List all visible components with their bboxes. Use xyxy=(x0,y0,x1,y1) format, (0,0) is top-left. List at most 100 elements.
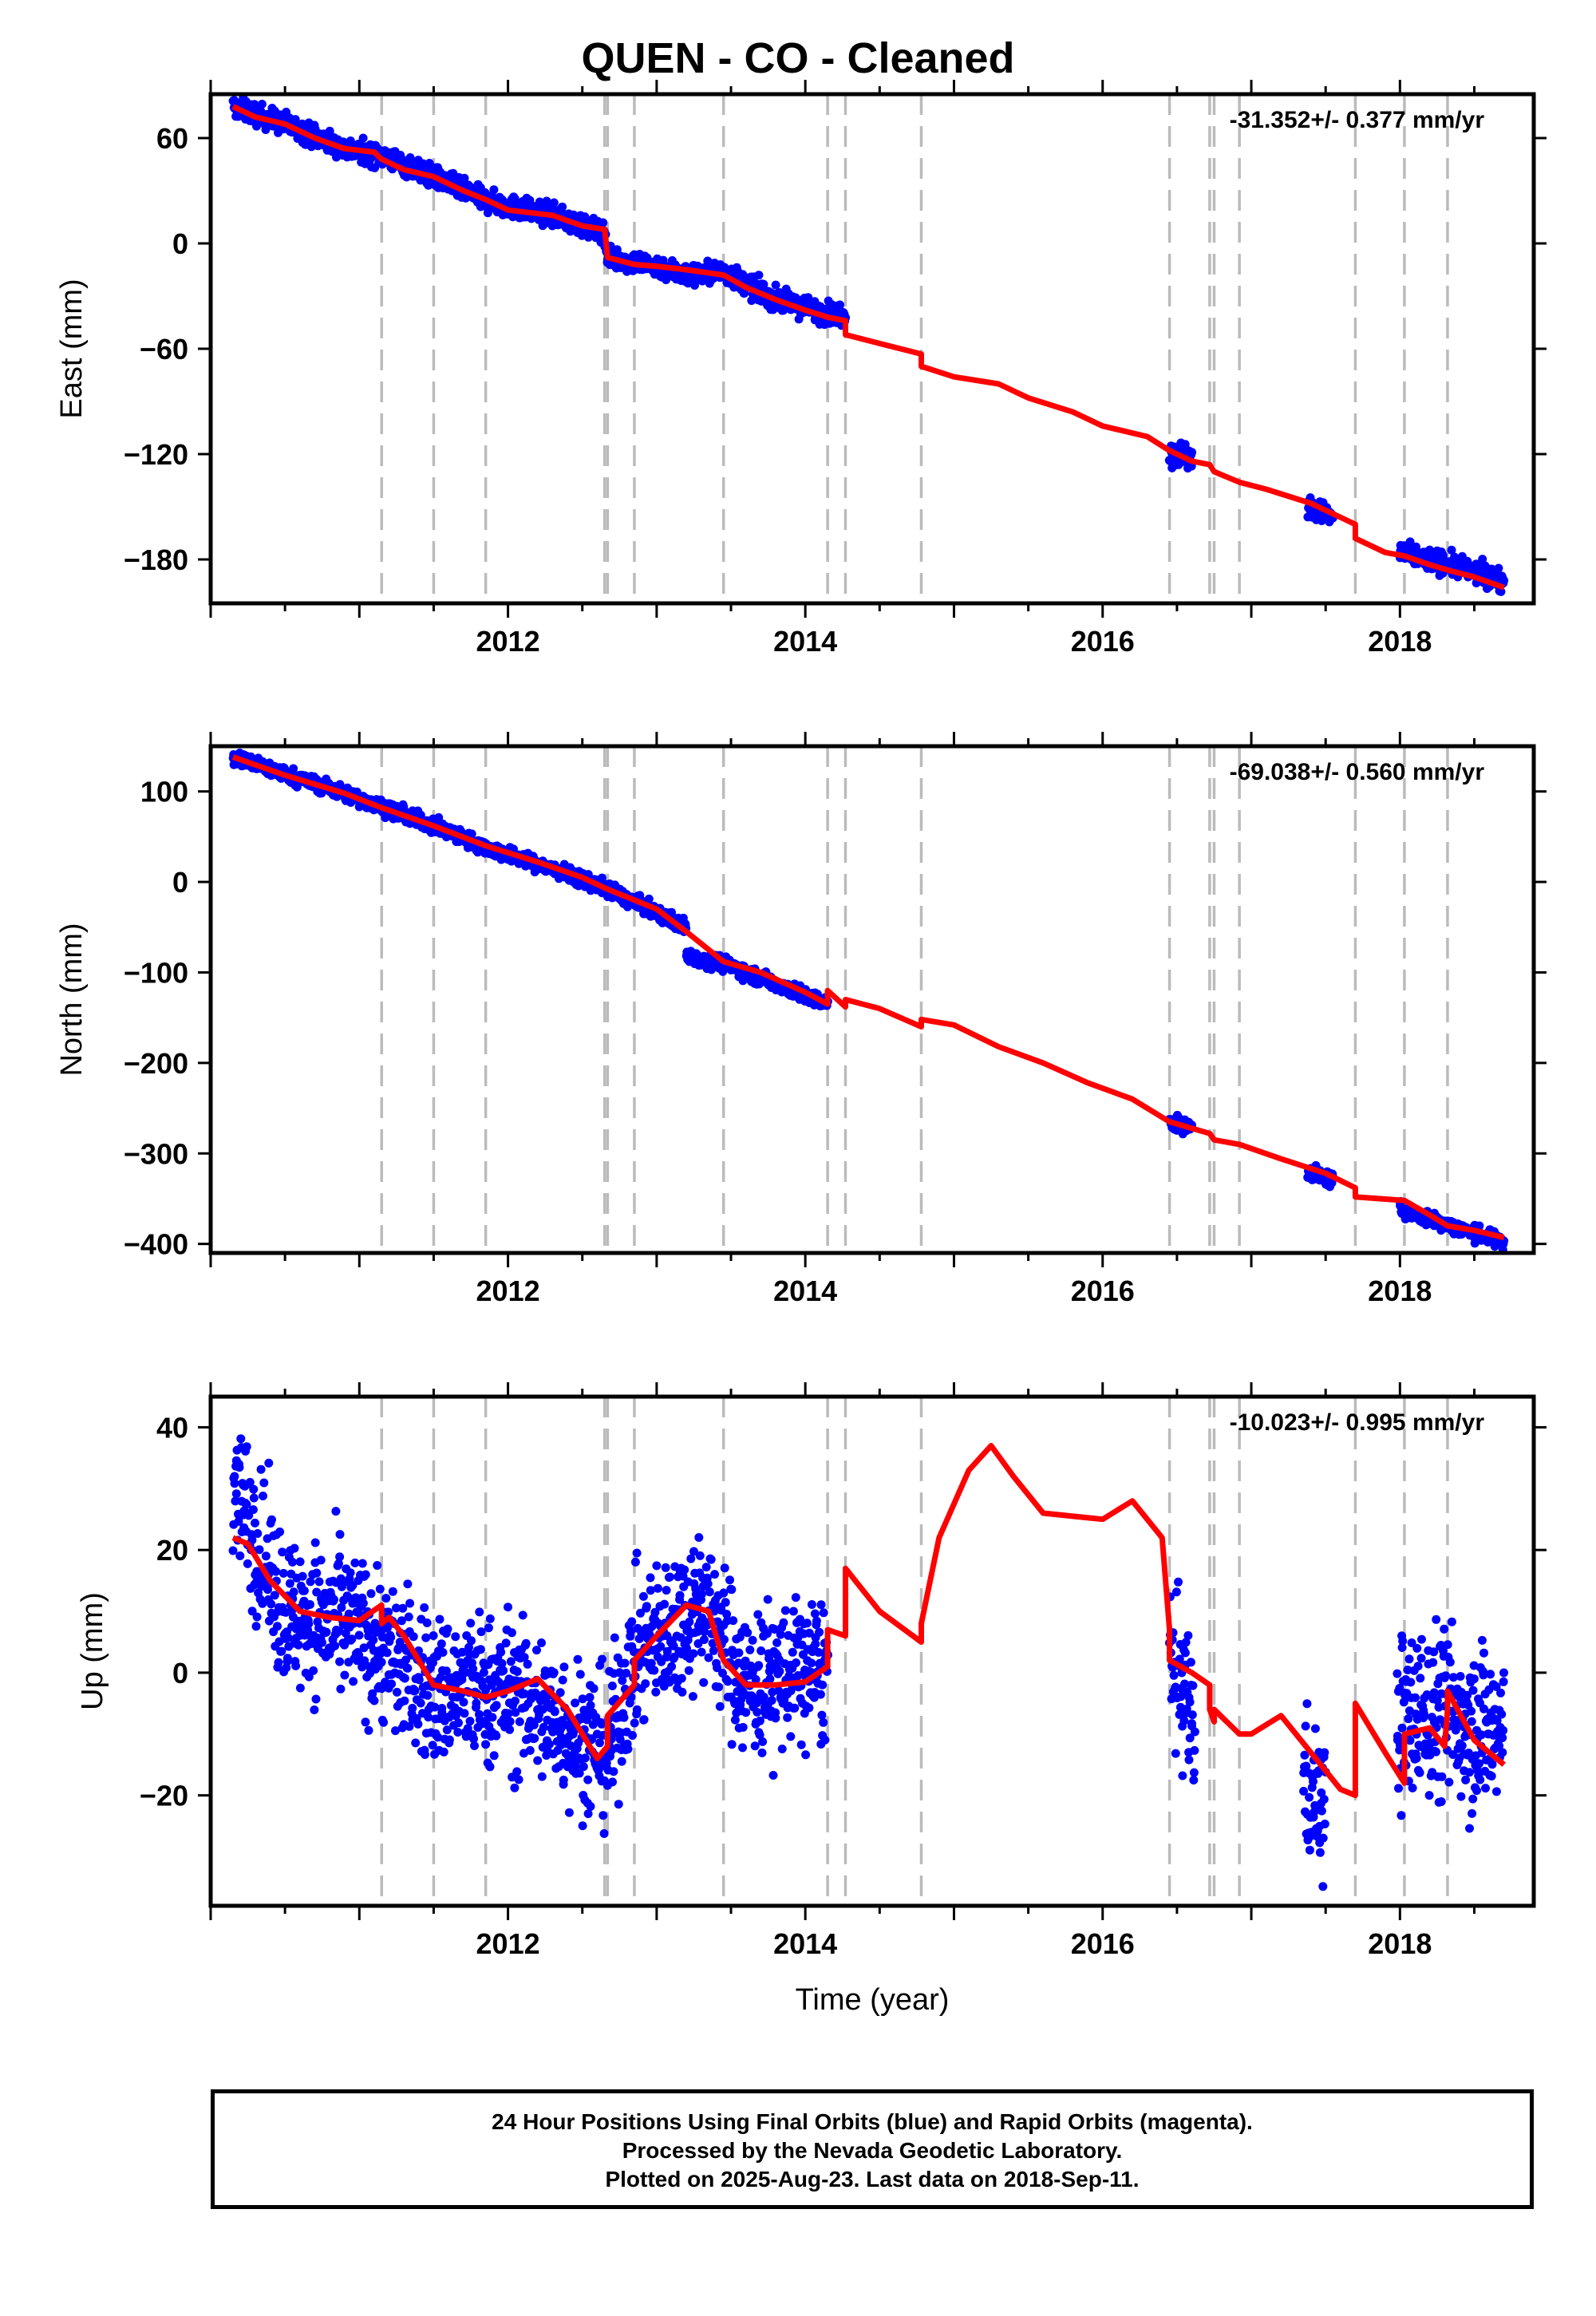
up-point-1307 xyxy=(818,1680,828,1690)
up-point-821 xyxy=(598,1811,608,1820)
up-point-14 xyxy=(235,1463,244,1472)
up-point-1273 xyxy=(802,1618,812,1628)
up-point-684 xyxy=(537,1638,546,1647)
up-point-1283 xyxy=(807,1658,816,1668)
up-point-149 xyxy=(295,1557,305,1567)
up-point-630 xyxy=(512,1767,522,1777)
up-point-237 xyxy=(335,1552,345,1562)
up-point-290 xyxy=(359,1643,369,1653)
up-point-350 xyxy=(386,1633,396,1642)
up-point-1131 xyxy=(738,1722,748,1732)
up-point-58 xyxy=(255,1545,264,1555)
up-point-158 xyxy=(299,1586,309,1595)
up-point-1006 xyxy=(682,1644,691,1654)
up-point-864 xyxy=(618,1676,627,1686)
up-point-1456 xyxy=(1406,1678,1416,1687)
up-point-377 xyxy=(398,1603,408,1613)
up-point-1199 xyxy=(768,1771,778,1780)
up-point-311 xyxy=(369,1635,378,1645)
north-xtick-label-3: 2018 xyxy=(1368,1275,1432,1307)
up-point-474 xyxy=(441,1666,451,1676)
up-point-776 xyxy=(578,1694,587,1704)
up-point-991 xyxy=(675,1591,685,1600)
up-point-734 xyxy=(559,1775,568,1784)
up-point-101 xyxy=(274,1658,283,1667)
up-point-334 xyxy=(379,1717,389,1727)
up-point-793 xyxy=(586,1802,595,1811)
up-point-1040 xyxy=(697,1589,706,1599)
north-ytick-label-4: −300 xyxy=(124,1137,188,1170)
up-point-926 xyxy=(646,1573,655,1583)
up-point-1461 xyxy=(1408,1783,1417,1792)
up-point-659 xyxy=(525,1745,535,1755)
up-point-1114 xyxy=(730,1715,740,1725)
east-point-821 xyxy=(598,218,608,227)
up-point-771 xyxy=(575,1670,585,1679)
up-point-466 xyxy=(438,1648,448,1657)
up-point-969 xyxy=(665,1572,674,1582)
north-point-1601 xyxy=(1475,1221,1484,1231)
east-point-579 xyxy=(489,185,499,195)
up-point-964 xyxy=(662,1646,672,1656)
up-point-1365 xyxy=(1185,1733,1195,1743)
up-point-535 xyxy=(470,1741,479,1750)
up-point-1270 xyxy=(801,1750,811,1760)
up-point-46 xyxy=(249,1484,259,1494)
up-point-1210 xyxy=(774,1686,784,1695)
up-point-938 xyxy=(651,1687,661,1697)
up-point-1053 xyxy=(703,1579,713,1588)
east-xtick-label-3: 2018 xyxy=(1368,625,1432,658)
up-point-1218 xyxy=(777,1745,787,1753)
east-xtick-label-2: 2016 xyxy=(1071,625,1135,658)
up-point-509 xyxy=(457,1647,467,1657)
up-point-207 xyxy=(322,1627,331,1637)
up-point-897 xyxy=(632,1705,642,1714)
up-point-863 xyxy=(617,1757,626,1766)
up-point-634 xyxy=(514,1775,523,1784)
north-y-axis-label: North (mm) xyxy=(55,923,89,1076)
up-point-67 xyxy=(259,1492,267,1500)
up-point-882 xyxy=(626,1626,635,1636)
up-point-618 xyxy=(507,1628,516,1638)
east-ytick-label-3: −120 xyxy=(124,438,188,471)
up-point-1081 xyxy=(715,1701,725,1711)
north-ytick-label-0: 100 xyxy=(140,776,188,808)
up-point-1109 xyxy=(729,1616,738,1626)
up-point-1313 xyxy=(820,1735,830,1745)
up-point-1175 xyxy=(758,1737,768,1746)
up-point-0 xyxy=(228,1546,238,1555)
up-point-654 xyxy=(523,1659,532,1669)
up-point-960 xyxy=(661,1563,670,1572)
up-point-271 xyxy=(350,1558,360,1567)
up-point-112 xyxy=(279,1568,288,1578)
up-point-594 xyxy=(496,1647,506,1657)
up-point-1050 xyxy=(701,1563,711,1572)
up-point-746 xyxy=(564,1808,574,1817)
up-point-55 xyxy=(253,1529,263,1538)
up-point-481 xyxy=(444,1735,454,1745)
up-point-759 xyxy=(571,1698,580,1708)
north-axes-frame xyxy=(208,744,1536,1255)
up-point-1360 xyxy=(1183,1630,1193,1640)
up-point-340 xyxy=(381,1594,391,1603)
up-point-45 xyxy=(248,1505,258,1515)
up-point-1246 xyxy=(790,1703,800,1713)
up-point-33 xyxy=(243,1559,252,1568)
up-point-646 xyxy=(519,1689,529,1698)
east-xtick-label-0: 2012 xyxy=(476,625,540,658)
east-point-1408 xyxy=(1187,448,1197,457)
up-point-551 xyxy=(476,1627,486,1637)
up-point-1279 xyxy=(804,1628,814,1638)
up-point-1060 xyxy=(706,1555,716,1564)
up-point-1091 xyxy=(720,1563,729,1573)
up-point-468 xyxy=(439,1747,448,1757)
up-point-428 xyxy=(421,1633,431,1642)
up-point-702 xyxy=(545,1740,554,1749)
up-point-86 xyxy=(267,1515,276,1524)
up-point-77 xyxy=(263,1585,272,1595)
up-point-329 xyxy=(377,1658,386,1667)
up-point-292 xyxy=(360,1656,369,1666)
up-point-43 xyxy=(247,1607,257,1616)
up-point-3 xyxy=(230,1472,239,1481)
